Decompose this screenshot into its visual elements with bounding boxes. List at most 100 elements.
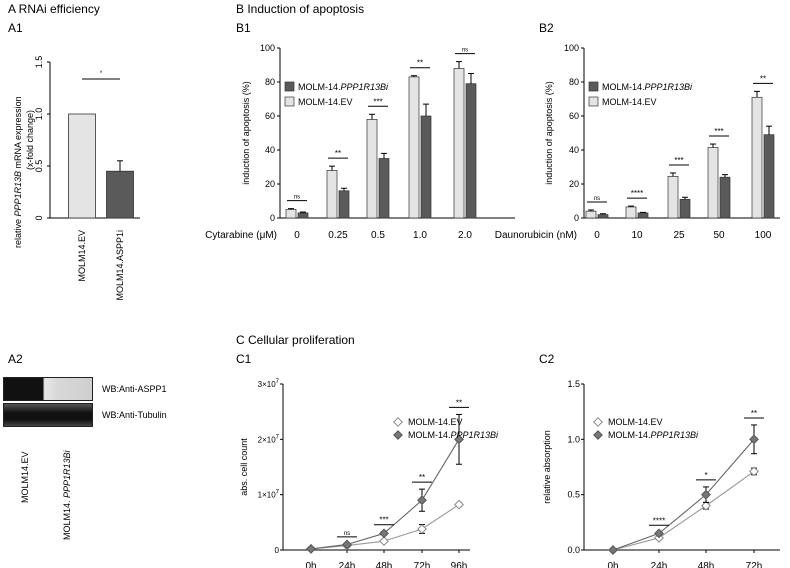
- b1-x-label: Cytarabine (μM): [205, 230, 277, 241]
- b2-legend-label-dark: MOLM-14.PPP1R13Bi: [602, 82, 693, 92]
- c2-x-tick-label: 0h: [607, 561, 618, 568]
- c1-y-label: abs. cell count: [239, 438, 249, 496]
- b1-bar: [297, 212, 309, 219]
- a1-y-tick-label: 0.5: [34, 160, 44, 173]
- c2-y-tick-label: 1.5: [567, 379, 580, 389]
- c2-marker: [608, 545, 618, 555]
- b1-bar: [408, 76, 420, 219]
- section-b-title: B Induction of apoptosis: [236, 2, 365, 16]
- c1-x-tick-label: 48h: [376, 561, 393, 568]
- b2-bar: [585, 210, 597, 219]
- b1-bar: [366, 119, 378, 219]
- blot-lane-ev: MOLM14.EV: [20, 451, 30, 503]
- b1-bar: [326, 170, 338, 219]
- b1-sig-label: **: [417, 59, 423, 68]
- b1-sig-label: ns: [462, 48, 468, 54]
- c2-marker: [608, 545, 618, 555]
- c2-legend-marker-filled: [593, 430, 603, 440]
- a1-y-tick-label: 1.5: [34, 56, 44, 69]
- c1-legend-marker-filled: [393, 430, 403, 440]
- a1-bar: [106, 170, 134, 219]
- c1-y-tick-label: 0: [275, 546, 280, 555]
- b1-x-tick-label: 2.0: [458, 230, 472, 241]
- b2-bar: [667, 176, 679, 219]
- b1-y-tick-label: 0: [270, 213, 275, 223]
- b1-sig-label: ***: [373, 97, 382, 106]
- b1-x-tick-label: 0.5: [371, 230, 385, 241]
- b2-bar: [597, 214, 609, 219]
- blot-lane-prefix: MOLM14.: [62, 497, 72, 540]
- c2-marker: [749, 434, 759, 445]
- a1-y-label: relative PPP1R13B mRNA expression: [13, 96, 23, 248]
- section-c-title: C Cellular proliferation: [236, 333, 355, 347]
- c2-y-label: relative absorption: [542, 430, 552, 504]
- section-a-title: A RNAi efficiency: [8, 2, 100, 16]
- c1-sig-label: **: [419, 473, 425, 482]
- b1-bar: [338, 190, 350, 219]
- b2-y-tick-label: 20: [569, 179, 579, 189]
- b2-x-tick-label: 50: [713, 230, 725, 241]
- panel-b1-label: B1: [236, 21, 251, 35]
- c1-x-tick-label: 24h: [339, 561, 356, 568]
- a1-x-tick-label: MOLM14.ASPP1i: [115, 230, 125, 301]
- a1-y-label-line2: (x-fold change): [25, 110, 35, 170]
- c2-marker: [654, 528, 664, 539]
- b2-bar: [637, 212, 649, 219]
- c1-marker: [417, 524, 427, 534]
- blot-lane-ppp1r13bi: MOLM14. PPP1R13Bi: [62, 450, 72, 540]
- c1-sig-label: ***: [379, 516, 388, 525]
- b2-x-tick-label: 100: [755, 230, 772, 241]
- c1-x-tick-label: 72h: [414, 561, 431, 568]
- b1-bar: [420, 115, 432, 219]
- panel-a1-label: A1: [8, 21, 23, 35]
- blot-band-aspp1: [3, 377, 93, 401]
- b2-x-tick-label: 10: [631, 230, 643, 241]
- b2-x-tick-label: 0: [594, 230, 600, 241]
- b1-sig-label: ns: [294, 195, 300, 201]
- panel-c1-label: C1: [236, 352, 252, 366]
- b2-bar: [751, 96, 763, 219]
- c1-y-tick-label: 2×107: [258, 434, 280, 444]
- b2-y-tick-label: 80: [569, 77, 579, 87]
- b2-sig-label: ***: [714, 127, 723, 136]
- c1-sig-label: **: [456, 398, 462, 407]
- c1-marker: [379, 528, 389, 539]
- b1-bar: [465, 83, 477, 219]
- b1-legend-label-dark: MOLM-14.PPP1R13Bi: [298, 82, 389, 92]
- c2-marker: [654, 532, 664, 543]
- b2-x-label: Daunorubicin (nM): [495, 230, 577, 241]
- a1-y-tick-label: 0: [34, 215, 44, 220]
- c1-marker: [454, 499, 464, 510]
- b2-bar: [763, 134, 775, 219]
- b2-y-tick-label: 60: [569, 111, 579, 121]
- c1-series-line: [310, 439, 460, 550]
- b2-bar: [679, 198, 691, 219]
- b1-x-tick-label: 0.25: [328, 230, 348, 241]
- c2-marker: [749, 466, 759, 477]
- c1-y-tick-label: 1×107: [258, 490, 280, 500]
- b1-sig-label: **: [335, 149, 341, 158]
- c2-marker: [701, 489, 711, 500]
- c2-marker: [701, 500, 711, 511]
- panel-a2-label: A2: [8, 352, 23, 366]
- b2-legend-label-light: MOLM-14.EV: [602, 97, 657, 107]
- c1-x-tick-label: 0h: [305, 561, 316, 568]
- b1-legend-swatch-dark: [284, 81, 295, 92]
- c1-marker: [306, 543, 316, 554]
- b2-sig-label: ns: [594, 196, 600, 202]
- c2-legend-marker-open: [593, 417, 603, 427]
- panel-c2-label: C2: [539, 352, 555, 366]
- b2-legend-swatch-dark: [588, 81, 599, 92]
- b1-y-tick-label: 20: [265, 179, 275, 189]
- c1-series-line: [310, 504, 460, 550]
- c2-x-tick-label: 72h: [746, 561, 763, 568]
- b2-sig-label: **: [760, 74, 766, 83]
- c1-marker: [306, 543, 316, 554]
- c2-sig-label: *: [704, 471, 707, 480]
- c2-y-tick-label: 0.5: [567, 490, 580, 500]
- a1-x-tick-label: MOLM14.EV: [77, 230, 87, 282]
- panel-b2-label: B2: [539, 21, 554, 35]
- c2-series-line: [612, 438, 755, 551]
- c1-marker: [454, 434, 464, 445]
